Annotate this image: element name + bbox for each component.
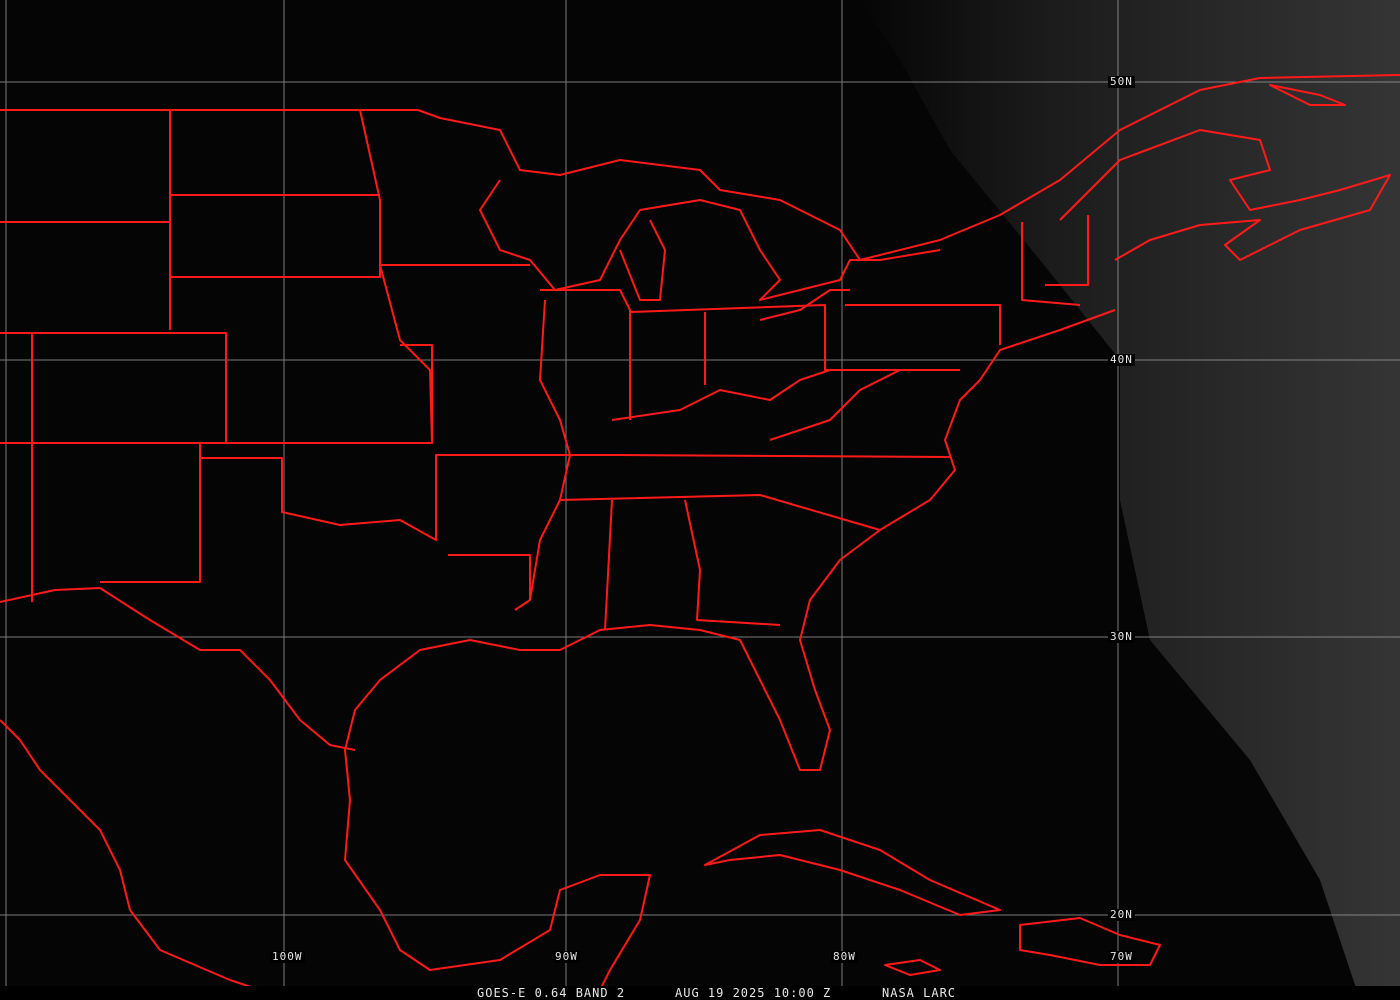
- lat-label-20n: 20N: [1108, 908, 1135, 921]
- jamaica: [884, 959, 941, 976]
- cloud-region: [860, 0, 1400, 1000]
- lon-label-100w: 100W: [270, 950, 305, 963]
- maritimes: [1059, 129, 1391, 261]
- caption-product: GOES-E 0.64 BAND 2: [477, 986, 626, 1000]
- caption-datetime: AUG 19 2025 10:00 Z: [675, 986, 832, 1000]
- lon-label-90w: 90W: [553, 950, 580, 963]
- newfoundland-anticosti: [1269, 84, 1346, 106]
- caption-source: NASA LARC: [882, 986, 957, 1000]
- lat-label-30n: 30N: [1108, 630, 1135, 643]
- state-lines: [0, 109, 1089, 631]
- rio-grande: [0, 587, 356, 751]
- lat-label-40n: 40N: [1108, 353, 1135, 366]
- canada-border: [0, 74, 1400, 261]
- east-coast: [344, 309, 1116, 991]
- lat-label-50n: 50N: [1108, 75, 1135, 88]
- political-borders: [0, 74, 1400, 991]
- mexico-pacific-coast: [0, 719, 261, 991]
- lon-label-80w: 80W: [831, 950, 858, 963]
- hispaniola: [1019, 917, 1161, 966]
- image-caption: GOES-E 0.64 BAND 2 AUG 19 2025 10:00 Z N…: [0, 986, 1400, 1000]
- great-lakes: [479, 179, 941, 321]
- cuba: [704, 829, 1001, 916]
- lon-label-70w: 70W: [1108, 950, 1135, 963]
